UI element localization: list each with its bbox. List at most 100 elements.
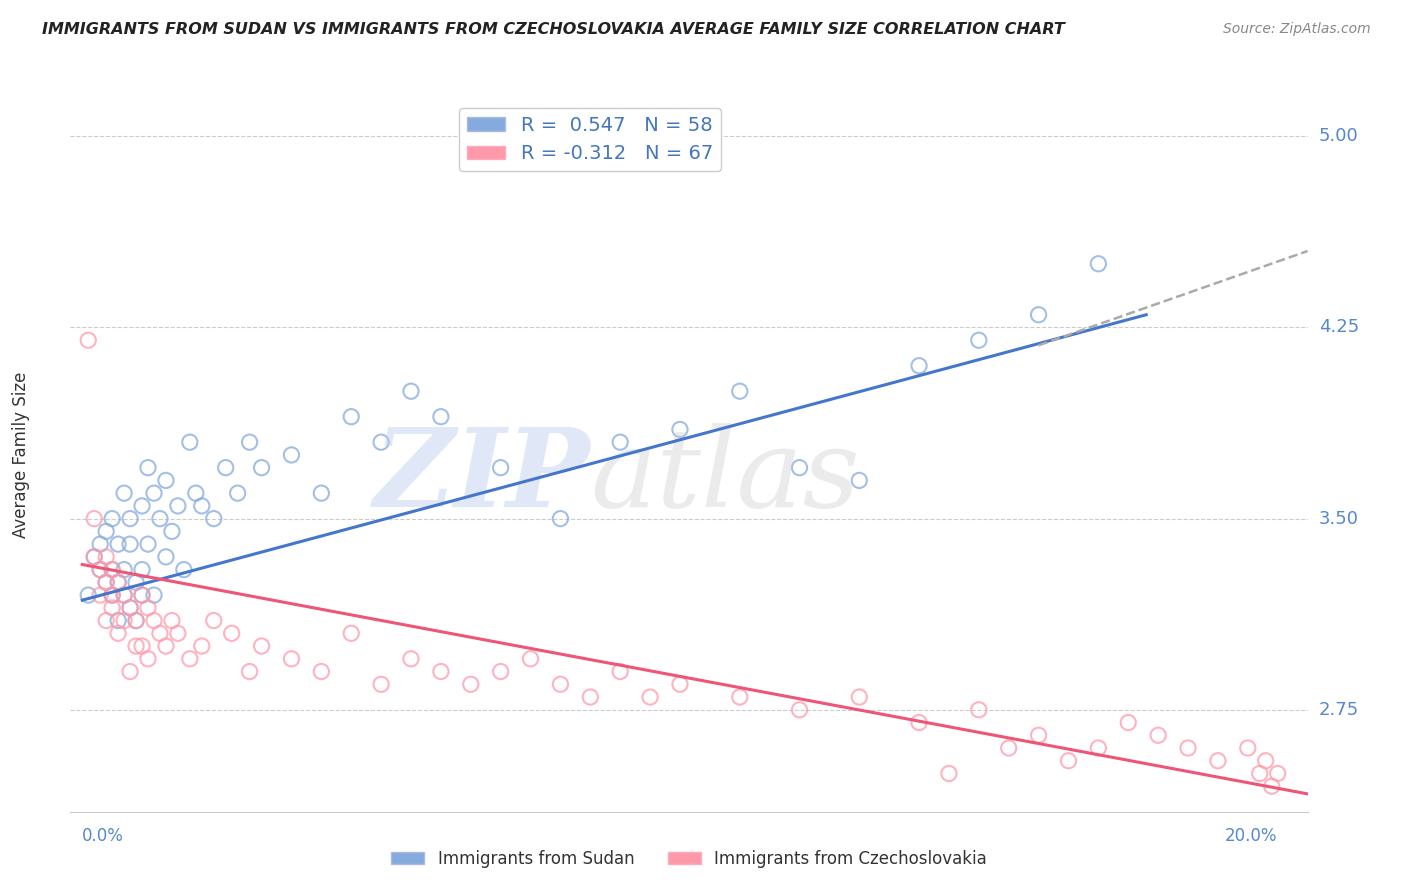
Point (160, 614, 183, 628)
Point (155, 549, 177, 564)
Point (89, 563, 111, 577)
Point (280, 448, 302, 462)
Point (125, 575, 148, 590)
Point (1267, 766, 1289, 780)
Point (125, 614, 148, 628)
Text: 2.75: 2.75 (1319, 701, 1360, 719)
Point (96, 614, 118, 628)
Point (609, 435, 631, 450)
Legend: R =  0.547   N = 58, R = -0.312   N = 67: R = 0.547 N = 58, R = -0.312 N = 67 (458, 108, 721, 171)
Point (101, 563, 124, 577)
Point (430, 409, 453, 424)
Point (101, 511, 124, 525)
Point (638, 690, 661, 704)
Point (191, 499, 214, 513)
Point (1028, 728, 1050, 742)
Point (96, 575, 118, 590)
Text: Average Family Size: Average Family Size (11, 372, 30, 538)
Point (519, 652, 541, 666)
Point (112, 588, 135, 602)
Point (160, 524, 183, 539)
Point (340, 626, 363, 640)
Point (179, 435, 201, 450)
Point (131, 588, 153, 602)
Point (728, 690, 751, 704)
Point (1254, 754, 1277, 768)
Point (1028, 308, 1050, 322)
Point (77, 333, 100, 347)
Point (107, 537, 129, 551)
Point (340, 409, 363, 424)
Point (550, 511, 572, 525)
Point (83, 549, 105, 564)
Point (89, 563, 111, 577)
Point (370, 677, 392, 691)
Point (1206, 754, 1229, 768)
Point (489, 460, 512, 475)
Point (967, 703, 990, 717)
Point (669, 422, 692, 436)
Point (120, 600, 142, 615)
Point (125, 614, 148, 628)
Point (221, 626, 243, 640)
Point (112, 588, 135, 602)
Point (143, 614, 166, 628)
Point (908, 359, 931, 373)
Point (125, 639, 148, 653)
Point (179, 652, 201, 666)
Point (149, 511, 172, 525)
Point (215, 460, 238, 475)
Point (143, 588, 166, 602)
Point (239, 665, 262, 679)
Point (120, 537, 142, 551)
Point (107, 614, 129, 628)
Point (120, 665, 142, 679)
Point (173, 563, 195, 577)
Text: Source: ZipAtlas.com: Source: ZipAtlas.com (1223, 22, 1371, 37)
Point (399, 384, 422, 399)
Point (280, 652, 302, 666)
Point (789, 460, 811, 475)
Text: IMMIGRANTS FROM SUDAN VS IMMIGRANTS FROM CZECHOSLOVAKIA AVERAGE FAMILY SIZE CORR: IMMIGRANTS FROM SUDAN VS IMMIGRANTS FROM… (42, 22, 1064, 37)
Point (1087, 257, 1109, 271)
Point (669, 677, 692, 691)
Point (131, 563, 153, 577)
Point (96, 549, 118, 564)
Point (167, 499, 190, 513)
Point (938, 766, 960, 780)
Point (489, 665, 512, 679)
Text: 3.50: 3.50 (1319, 509, 1358, 528)
Text: ZIP: ZIP (374, 423, 591, 530)
Point (609, 665, 631, 679)
Point (848, 690, 870, 704)
Point (191, 639, 214, 653)
Point (226, 486, 249, 500)
Point (967, 333, 990, 347)
Point (89, 588, 111, 602)
Point (202, 511, 225, 525)
Point (112, 563, 135, 577)
Point (239, 435, 262, 450)
Point (908, 715, 931, 730)
Point (579, 690, 602, 704)
Point (1249, 766, 1271, 780)
Point (370, 435, 392, 450)
Text: 5.00: 5.00 (1319, 128, 1358, 145)
Point (311, 486, 333, 500)
Point (1236, 741, 1258, 756)
Point (430, 665, 453, 679)
Point (112, 614, 135, 628)
Point (112, 486, 135, 500)
Point (120, 511, 142, 525)
Point (136, 600, 159, 615)
Point (107, 575, 129, 590)
Point (77, 588, 100, 602)
Point (107, 626, 129, 640)
Text: 0.0%: 0.0% (83, 827, 124, 845)
Point (101, 588, 124, 602)
Text: 4.25: 4.25 (1319, 318, 1360, 336)
Point (136, 460, 159, 475)
Point (184, 486, 207, 500)
Point (997, 741, 1019, 756)
Legend: Immigrants from Sudan, Immigrants from Czechoslovakia: Immigrants from Sudan, Immigrants from C… (384, 844, 994, 875)
